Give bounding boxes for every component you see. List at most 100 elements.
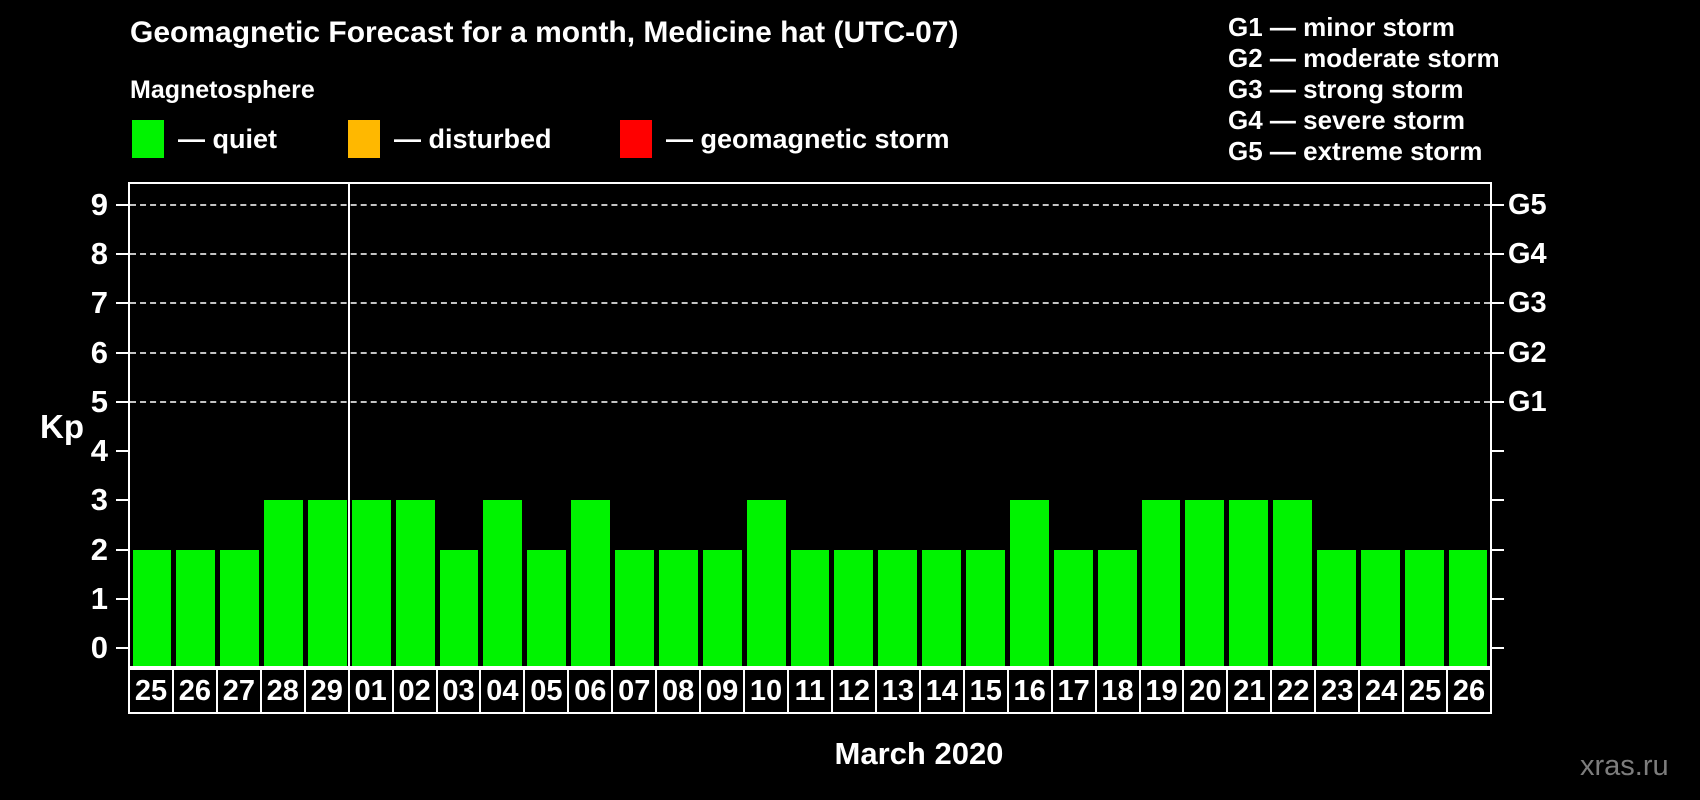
y-tick-label: 7 <box>90 285 108 321</box>
kp-bar <box>395 500 435 666</box>
legend-item-geomagnetic-storm: — geomagnetic storm <box>620 120 950 158</box>
day-label: 03 <box>437 670 480 712</box>
kp-bar <box>1185 500 1225 666</box>
y-tick-label: 9 <box>90 186 108 222</box>
day-label: 13 <box>876 670 919 712</box>
plot-area: 0 1 2 3 4 5 6 7 8 9 G1 G2 G3 G4 G5 <box>91 182 1547 668</box>
kp-bar <box>1317 549 1356 666</box>
watermark: xras.ru <box>1580 750 1669 782</box>
kp-bar <box>878 549 918 666</box>
gridline-kp6 <box>130 351 1490 354</box>
day-label: 28 <box>261 670 304 712</box>
magnetosphere-label: Magnetosphere <box>130 76 315 104</box>
day-label: 09 <box>701 670 744 712</box>
kp-bar <box>571 500 611 666</box>
right-axis-tick <box>1492 450 1504 453</box>
legend-item-disturbed: — disturbed <box>348 120 552 158</box>
kp-bar <box>132 549 172 666</box>
day-label: 06 <box>569 670 612 712</box>
storm-scale-item: G2 — moderate storm <box>1228 43 1500 73</box>
y-tick-label: 2 <box>90 531 108 567</box>
y-axis-tick <box>116 450 128 453</box>
kp-bar <box>176 549 216 666</box>
day-label: 05 <box>525 670 568 712</box>
day-label: 10 <box>745 670 788 712</box>
y-tick-label: 1 <box>90 580 108 616</box>
day-label: 08 <box>657 670 700 712</box>
day-label: 07 <box>613 670 656 712</box>
day-label: 20 <box>1184 670 1227 712</box>
kp-bar <box>1053 549 1093 666</box>
g-scale-label-g3: G3 <box>1508 287 1547 320</box>
legend-item-label: — disturbed <box>394 123 552 154</box>
kp-bar <box>439 549 479 666</box>
kp-bar <box>351 500 391 666</box>
g-scale-label-g4: G4 <box>1508 237 1547 270</box>
x-axis-month-label: March 2020 <box>834 736 1004 771</box>
kp-bar <box>1097 549 1137 666</box>
legend-item-label: — quiet <box>178 123 277 154</box>
y-axis-tick <box>116 400 128 403</box>
storm-scale-legend: G1 — minor storm G2 — moderate storm G3 — … <box>1228 12 1500 167</box>
kp-bar <box>307 500 347 666</box>
kp-bar <box>1141 500 1181 666</box>
storm-scale-item: G5 — extreme storm <box>1228 136 1483 166</box>
day-label: 04 <box>481 670 524 712</box>
day-label: 17 <box>1052 670 1095 712</box>
y-tick-label: 4 <box>90 433 108 469</box>
g-scale-label-g1: G1 <box>1508 385 1547 418</box>
kp-bar <box>527 549 567 666</box>
y-axis-tick <box>116 548 128 551</box>
kp-bar <box>1229 500 1269 666</box>
storm-scale-item: G3 — strong storm <box>1228 74 1464 104</box>
day-label: 21 <box>1228 670 1271 712</box>
y-axis-tick <box>116 203 128 206</box>
kp-bar <box>658 549 698 666</box>
kp-bar <box>790 549 830 666</box>
day-label: 18 <box>1096 670 1139 712</box>
kp-state-legend: — quiet — disturbed — geomagnetic storm <box>0 120 1100 162</box>
right-axis-tick <box>1492 597 1504 600</box>
day-label: 25 <box>130 670 172 712</box>
right-axis-tick <box>1492 647 1504 650</box>
day-label: 16 <box>1008 670 1051 712</box>
kp-bar <box>966 549 1005 666</box>
y-tick-label: 0 <box>90 630 108 666</box>
kp-bar <box>615 549 654 666</box>
y-axis-tick <box>116 302 128 305</box>
quiet-swatch <box>132 120 164 158</box>
right-axis-tick <box>1492 203 1504 206</box>
x-axis-day-labels: 25 26 27 28 29 01 02 03 04 05 06 07 08 09 10 11 12 13 14 15… <box>128 668 1492 714</box>
kp-bar <box>483 500 523 666</box>
storm-scale-item: G1 — minor storm <box>1228 12 1455 42</box>
day-label: 22 <box>1272 670 1315 712</box>
gridline-kp9 <box>130 203 1490 206</box>
kp-bar <box>922 549 962 666</box>
right-axis-tick <box>1492 351 1504 354</box>
right-axis-tick <box>1492 548 1504 551</box>
day-label: 24 <box>1360 670 1403 712</box>
kp-bar <box>834 549 874 666</box>
y-axis-tick <box>116 647 128 650</box>
y-tick-label: 8 <box>90 235 108 271</box>
month-divider <box>348 184 351 666</box>
day-label: 12 <box>832 670 875 712</box>
day-label: 01 <box>349 670 392 712</box>
kp-bar <box>220 549 260 666</box>
right-axis-tick <box>1492 499 1504 502</box>
y-axis-tick <box>116 351 128 354</box>
day-label: 11 <box>789 670 831 712</box>
legend-item-label: — geomagnetic storm <box>666 123 950 154</box>
day-label: 26 <box>1448 670 1490 712</box>
day-label: 19 <box>1140 670 1183 712</box>
day-label: 02 <box>393 670 436 712</box>
y-axis-tick <box>116 252 128 255</box>
y-axis-tick <box>116 597 128 600</box>
gridline-kp5 <box>130 400 1490 403</box>
legend-item-quiet: — quiet <box>132 120 277 158</box>
y-axis-tick <box>116 499 128 502</box>
geomagnetic-storm-swatch <box>620 120 652 158</box>
day-label: 23 <box>1316 670 1359 712</box>
y-tick-label: 5 <box>90 383 108 419</box>
